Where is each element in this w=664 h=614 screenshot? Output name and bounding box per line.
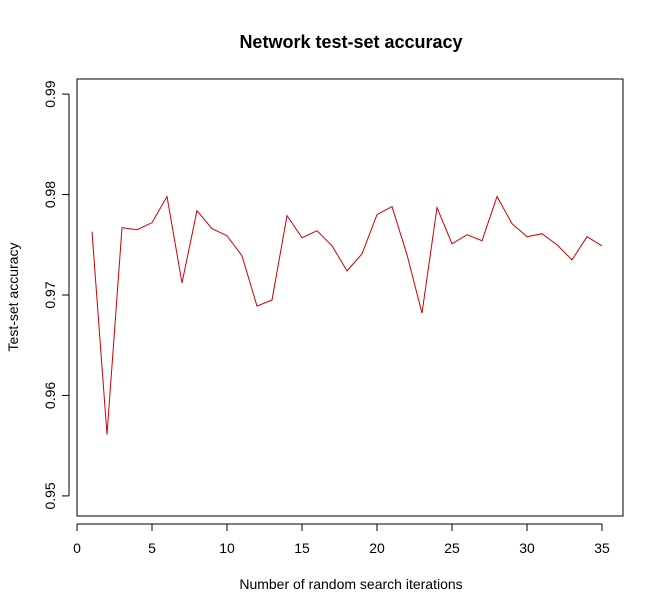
y-tick-label: 0.99 — [42, 80, 58, 107]
x-tick-label: 30 — [519, 540, 535, 556]
x-tick-label: 35 — [594, 540, 610, 556]
x-tick-label: 0 — [73, 540, 81, 556]
y-axis-label: Test-set accuracy — [5, 243, 21, 352]
plot-frame — [76, 78, 624, 517]
series-line — [91, 195, 603, 435]
y-axis: 0.95 0.96 0.97 0.98 0.99 — [42, 80, 70, 510]
x-axis: 0 5 10 15 20 25 30 35 — [73, 523, 610, 556]
x-tick-label: 10 — [219, 540, 235, 556]
series-group — [91, 195, 603, 435]
x-tick-label: 5 — [148, 540, 156, 556]
x-tick-label: 25 — [444, 540, 460, 556]
y-tick-label: 0.97 — [42, 281, 58, 308]
x-tick-label: 15 — [294, 540, 310, 556]
y-tick-label: 0.95 — [42, 482, 58, 509]
x-axis-label: Number of random search iterations — [239, 576, 462, 592]
chart-title: Network test-set accuracy — [239, 32, 462, 52]
x-tick-label: 20 — [369, 540, 385, 556]
y-tick-label: 0.98 — [42, 181, 58, 208]
y-tick-label: 0.96 — [42, 382, 58, 409]
